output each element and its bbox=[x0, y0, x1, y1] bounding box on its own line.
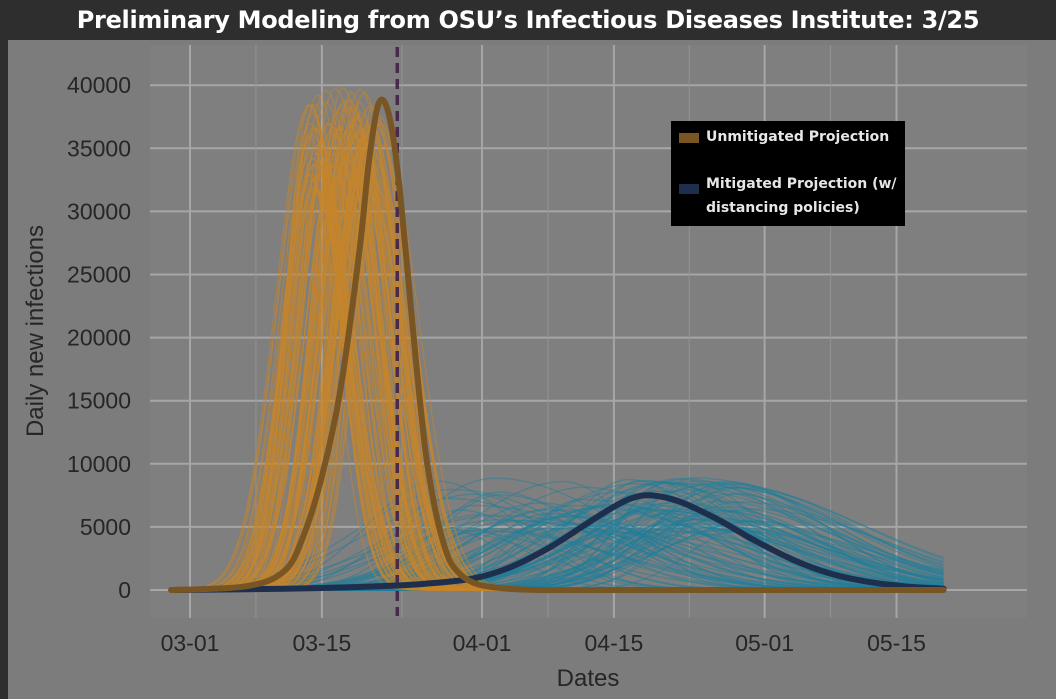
mitigated-median-line bbox=[168, 492, 947, 593]
y-axis-ticks: 0 5000 10000 15000 20000 25000 30000 35000 40000 bbox=[67, 72, 131, 603]
x-tick-label-5: 05-15 bbox=[867, 630, 926, 656]
y-tick-label-8: 40000 bbox=[67, 72, 131, 98]
y-tick-label-2: 10000 bbox=[67, 451, 131, 477]
chart-title: Preliminary Modeling from OSU’s Infectio… bbox=[76, 6, 980, 34]
y-tick-label-1: 5000 bbox=[80, 514, 131, 540]
x-tick-label-0: 03-01 bbox=[161, 630, 220, 656]
x-tick-label-2: 04-01 bbox=[453, 630, 512, 656]
y-tick-label-3: 15000 bbox=[67, 388, 131, 414]
y-tick-label-5: 25000 bbox=[67, 262, 131, 288]
legend-label-unmitigated: Unmitigated Projection bbox=[706, 129, 890, 145]
median-curves bbox=[168, 96, 947, 594]
unmitigated-median-line bbox=[168, 96, 947, 594]
x-axis-ticks: 03-01 03-15 04-01 04-15 05-01 05-15 bbox=[161, 630, 926, 656]
x-tick-label-3: 04-15 bbox=[584, 630, 643, 656]
legend-label-mitigated: Mitigated Projection (w/ distancing poli… bbox=[706, 176, 897, 216]
x-tick-label-4: 05-01 bbox=[735, 630, 794, 656]
legend-swatch-unmitigated bbox=[679, 133, 699, 143]
x-tick-label-1: 03-15 bbox=[292, 630, 351, 656]
legend: Unmitigated Projection Mitigated Project… bbox=[671, 121, 905, 226]
y-tick-label-4: 20000 bbox=[67, 325, 131, 351]
legend-item-unmitigated: Unmitigated Projection bbox=[679, 125, 889, 149]
y-tick-label-0: 0 bbox=[118, 577, 131, 603]
legend-swatch-mitigated bbox=[679, 184, 699, 194]
y-tick-label-7: 35000 bbox=[67, 135, 131, 161]
x-axis-label: Dates bbox=[557, 665, 620, 692]
legend-item-mitigated: Mitigated Projection (w/ distancing poli… bbox=[679, 172, 901, 220]
y-axis-label: Daily new infections bbox=[22, 225, 49, 437]
y-tick-label-6: 30000 bbox=[67, 198, 131, 224]
